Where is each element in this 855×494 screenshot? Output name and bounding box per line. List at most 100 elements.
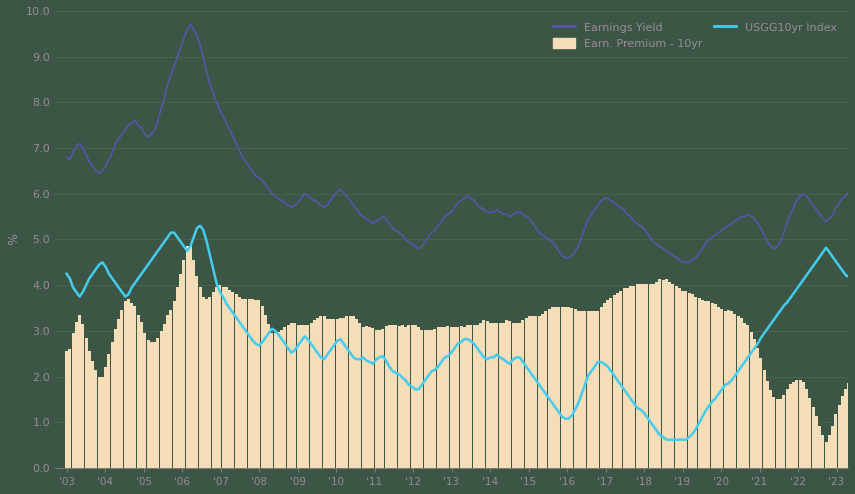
Bar — [300, 326, 303, 468]
Bar — [381, 329, 384, 468]
Bar — [355, 319, 358, 468]
Bar — [329, 319, 332, 468]
Bar — [424, 329, 427, 468]
Bar — [482, 321, 486, 468]
Bar — [407, 325, 410, 468]
Bar — [339, 318, 342, 468]
Bar — [789, 384, 792, 468]
Bar — [225, 288, 227, 468]
Bar — [202, 296, 205, 468]
Bar — [678, 288, 681, 468]
Bar — [541, 314, 544, 468]
Bar — [759, 358, 763, 468]
Bar — [822, 435, 824, 468]
Bar — [775, 400, 779, 468]
Bar — [427, 329, 430, 468]
Bar — [811, 407, 815, 468]
Bar — [192, 260, 195, 468]
Bar — [78, 315, 81, 468]
Bar — [701, 300, 704, 468]
Bar — [616, 293, 619, 468]
Bar — [88, 351, 91, 468]
Bar — [841, 396, 844, 468]
Bar — [371, 328, 374, 468]
Bar — [770, 390, 772, 468]
Bar — [779, 400, 782, 468]
Bar — [176, 288, 179, 468]
Bar — [254, 300, 257, 468]
Bar — [570, 308, 574, 468]
Bar — [646, 284, 648, 468]
Bar — [717, 307, 720, 468]
Bar — [772, 397, 775, 468]
Bar — [257, 300, 261, 468]
Bar — [166, 315, 169, 468]
Bar — [515, 323, 518, 468]
Bar — [639, 284, 642, 468]
Bar — [720, 309, 723, 468]
Bar — [583, 311, 587, 468]
Bar — [838, 405, 840, 468]
Bar — [124, 301, 127, 468]
Bar — [691, 294, 694, 468]
Bar — [808, 398, 811, 468]
Bar — [685, 290, 687, 468]
Bar — [394, 326, 398, 468]
Bar — [133, 306, 137, 468]
Bar — [577, 311, 580, 468]
Bar — [153, 342, 156, 468]
Bar — [818, 425, 821, 468]
Bar — [753, 339, 756, 468]
Bar — [603, 302, 606, 468]
Bar — [489, 323, 492, 468]
Bar — [388, 325, 391, 468]
Bar — [365, 327, 368, 468]
Bar — [518, 323, 522, 468]
Bar — [687, 293, 691, 468]
Bar — [453, 327, 456, 468]
Bar — [681, 290, 684, 468]
Bar — [671, 284, 675, 468]
Bar — [655, 282, 658, 468]
Bar — [234, 294, 238, 468]
Bar — [786, 389, 788, 468]
Bar — [316, 318, 319, 468]
Bar — [557, 307, 560, 468]
Bar — [463, 327, 466, 468]
Bar — [511, 323, 515, 468]
Bar — [156, 338, 159, 468]
Bar — [675, 286, 678, 468]
Bar — [473, 325, 475, 468]
Bar — [525, 318, 528, 468]
Bar — [610, 297, 612, 468]
Bar — [545, 311, 547, 468]
Bar — [629, 286, 632, 468]
Bar — [457, 327, 459, 468]
Bar — [94, 370, 97, 468]
Bar — [476, 325, 479, 468]
Bar — [144, 333, 146, 468]
Bar — [97, 376, 101, 468]
Bar — [313, 321, 315, 468]
Bar — [619, 290, 622, 468]
Bar — [825, 442, 828, 468]
Bar — [342, 318, 345, 468]
Bar — [711, 303, 714, 468]
Bar — [799, 380, 802, 468]
Bar — [221, 288, 225, 468]
Bar — [352, 316, 355, 468]
Bar — [215, 288, 218, 468]
Bar — [130, 303, 133, 468]
Bar — [502, 323, 505, 468]
Bar — [563, 307, 567, 468]
Bar — [626, 288, 628, 468]
Bar — [319, 316, 322, 468]
Bar — [310, 323, 313, 468]
Bar — [238, 296, 241, 468]
Bar — [349, 316, 351, 468]
Bar — [834, 414, 837, 468]
Bar — [274, 333, 277, 468]
Bar — [104, 368, 107, 468]
Bar — [590, 311, 593, 468]
Bar — [322, 316, 326, 468]
